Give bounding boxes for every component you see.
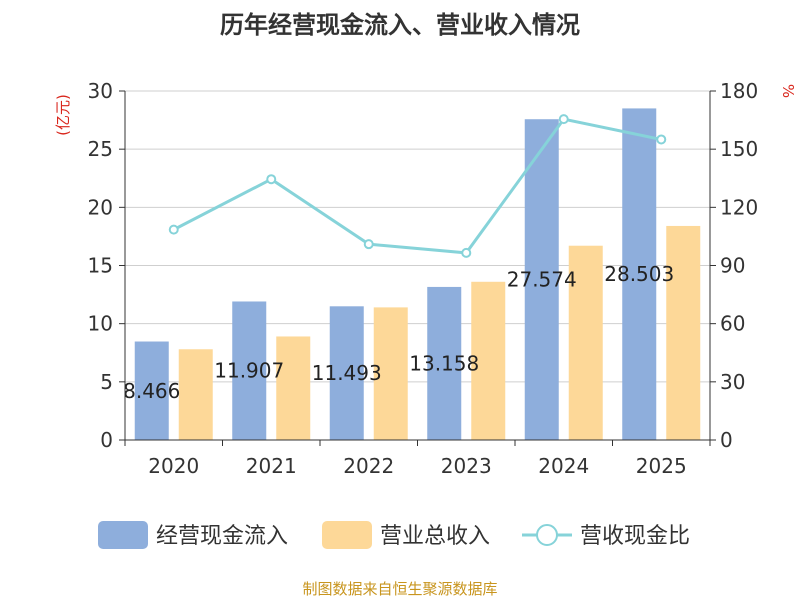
y-left-tick-label: 15 bbox=[88, 254, 113, 278]
line-point[interactable] bbox=[363, 239, 374, 250]
x-tick-label: 2025 bbox=[636, 454, 687, 478]
bar-data-label: 11.907 bbox=[214, 359, 284, 383]
legend-swatch-marker bbox=[536, 524, 558, 546]
bar-cash-inflow[interactable] bbox=[427, 286, 462, 440]
x-tick-label: 2022 bbox=[343, 454, 394, 478]
y-right-tick-label: 90 bbox=[720, 254, 745, 278]
line-point[interactable] bbox=[266, 174, 277, 185]
y-left-tick-label: 0 bbox=[100, 428, 113, 452]
bar-data-label: 27.574 bbox=[507, 268, 577, 292]
bar-data-label: 11.493 bbox=[312, 361, 382, 385]
bar-data-labels: 8.466 11.907 11.493 13.158 27.574 28.503 bbox=[123, 262, 674, 403]
bar-revenue[interactable] bbox=[666, 225, 701, 440]
y-right-tick-label: 0 bbox=[720, 428, 733, 452]
y-left-tick-label: 20 bbox=[88, 195, 113, 219]
y-left-tick-label: 10 bbox=[88, 312, 113, 336]
bar-series bbox=[134, 108, 701, 440]
y-right-tick-label: 150 bbox=[720, 137, 758, 161]
y-left-tick-label: 5 bbox=[100, 370, 113, 394]
bar-cash-inflow[interactable] bbox=[524, 119, 559, 440]
bar-revenue[interactable] bbox=[373, 307, 408, 440]
x-tick-label: 2024 bbox=[538, 454, 589, 478]
line-point[interactable] bbox=[168, 224, 179, 235]
bar-cash-inflow[interactable] bbox=[232, 301, 267, 440]
line-point[interactable] bbox=[656, 134, 667, 145]
x-tick-label: 2020 bbox=[148, 454, 199, 478]
x-tick-label: 2021 bbox=[246, 454, 297, 478]
legend-item-label[interactable]: 营业总收入 bbox=[380, 524, 490, 549]
bar-revenue[interactable] bbox=[276, 336, 311, 440]
y-right-tick-label: 180 bbox=[720, 79, 758, 103]
chart-title: 历年经营现金流入、营业收入情况 bbox=[220, 11, 580, 39]
legend-item-label[interactable]: 经营现金流入 bbox=[156, 524, 288, 549]
bar-revenue[interactable] bbox=[568, 245, 603, 440]
y-right-tick-label: 120 bbox=[720, 195, 758, 219]
line-point[interactable] bbox=[558, 114, 569, 125]
line-ratio bbox=[173, 117, 662, 255]
bar-revenue[interactable] bbox=[471, 281, 506, 440]
bar-data-label: 13.158 bbox=[409, 351, 479, 375]
line-point[interactable] bbox=[461, 247, 472, 258]
source-note: 制图数据来自恒生聚源数据库 bbox=[302, 580, 497, 598]
y-left-axis-label: (亿元) bbox=[54, 94, 72, 136]
y-right-tick-label: 30 bbox=[720, 370, 745, 394]
y-left-tick-label: 30 bbox=[88, 79, 113, 103]
legend-item-label[interactable]: 营收现金比 bbox=[580, 524, 690, 549]
legend[interactable]: 经营现金流入 营业总收入 营收现金比 bbox=[98, 521, 690, 549]
bar-data-label: 8.466 bbox=[123, 379, 180, 403]
x-tick-label: 2023 bbox=[441, 454, 492, 478]
line-series bbox=[168, 114, 667, 258]
bar-data-label: 28.503 bbox=[604, 262, 674, 286]
legend-swatch bbox=[98, 521, 148, 549]
y-right-tick-label: 60 bbox=[720, 312, 745, 336]
bar-cash-inflow[interactable] bbox=[622, 108, 657, 440]
bar-cash-inflow[interactable] bbox=[134, 341, 169, 440]
y-left-tick-label: 25 bbox=[88, 137, 113, 161]
y-right-axis-label: % bbox=[779, 84, 797, 98]
legend-swatch bbox=[322, 521, 372, 549]
grid-lines bbox=[125, 90, 710, 383]
bar-revenue[interactable] bbox=[178, 349, 213, 440]
bar-cash-inflow[interactable] bbox=[329, 306, 364, 440]
